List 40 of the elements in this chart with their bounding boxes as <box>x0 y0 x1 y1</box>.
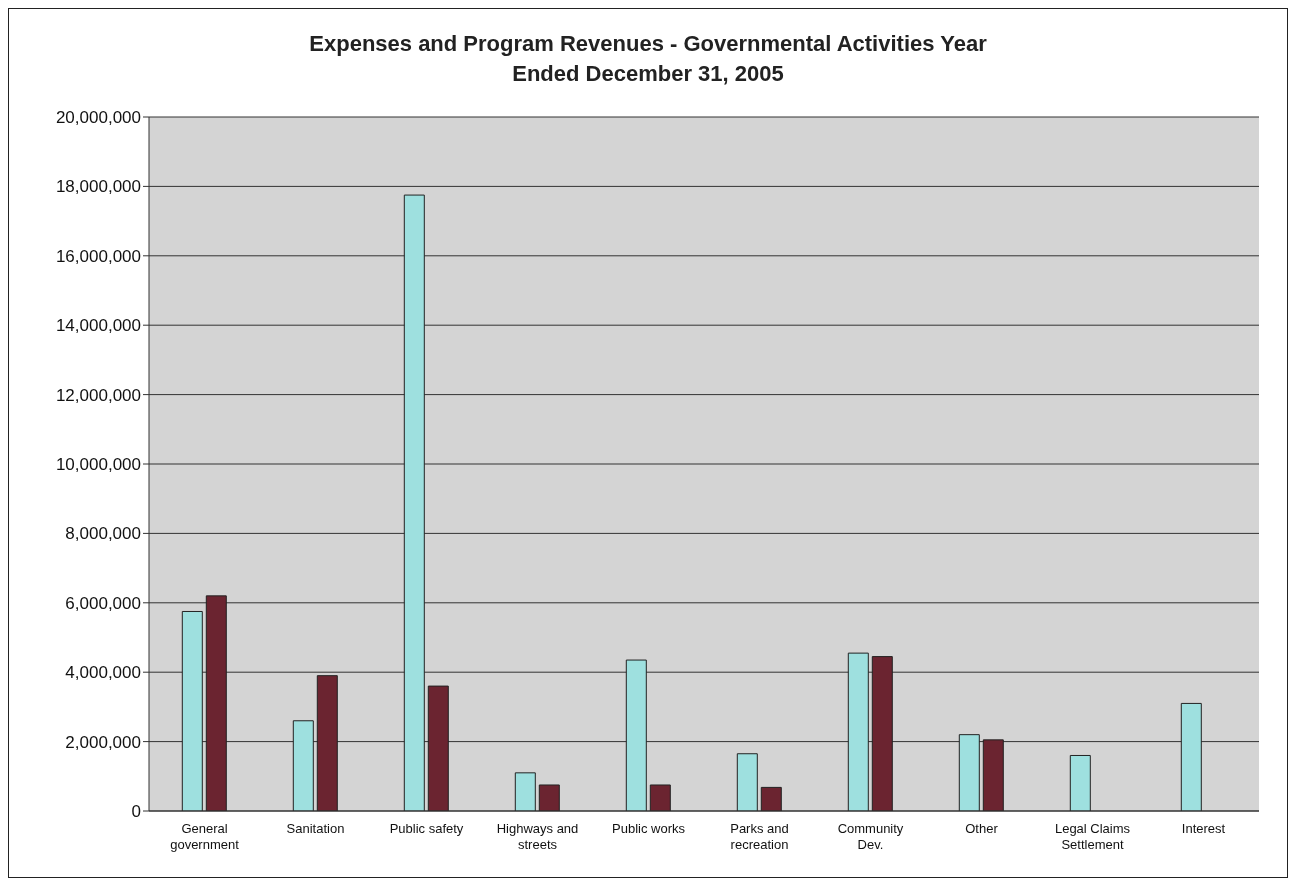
y-tick-label: 12,000,000 <box>55 385 141 405</box>
y-tick-label: 6,000,000 <box>65 593 141 613</box>
y-tick-label: 8,000,000 <box>65 524 141 544</box>
bar <box>403 194 425 811</box>
bar <box>982 739 1004 811</box>
bar <box>205 595 227 811</box>
x-tick-label: Other <box>965 821 999 836</box>
x-tick-label: Public safety <box>389 821 464 836</box>
bar <box>427 685 449 811</box>
y-tick-label: 14,000,000 <box>55 316 141 336</box>
bar <box>847 652 869 811</box>
bar <box>760 786 782 811</box>
x-tick-label: Sanitation <box>286 821 345 836</box>
bar <box>649 784 671 811</box>
bar <box>292 720 314 811</box>
y-tick-label: 2,000,000 <box>65 732 141 752</box>
y-tick-label: 18,000,000 <box>55 177 141 197</box>
y-tick-label: 0 <box>131 802 141 822</box>
x-tick-label: Public works <box>612 821 686 836</box>
x-tick-label: General government <box>170 821 240 852</box>
chart-title: Expenses and Program Revenues - Governmental Activities Year Ended December 31, 2005 <box>308 30 988 88</box>
y-tick-label: 20,000,000 <box>55 108 141 128</box>
bar <box>1069 754 1091 811</box>
y-tick-label: 4,000,000 <box>65 663 141 683</box>
bar <box>181 610 203 811</box>
bar <box>625 659 647 811</box>
x-tick-label: Parks and recreation <box>730 821 789 852</box>
bar <box>736 753 758 811</box>
bar <box>514 772 536 811</box>
y-tick-label: 16,000,000 <box>55 246 141 266</box>
x-tick-label: Highways and streets <box>496 821 579 852</box>
x-tick-label: Legal Claims Settlement <box>1054 821 1131 852</box>
bar <box>538 784 560 811</box>
y-tick-label: 10,000,000 <box>55 455 141 475</box>
bar <box>958 734 980 811</box>
bar <box>316 675 338 811</box>
bar <box>1180 702 1202 811</box>
x-tick-label: Interest <box>1181 821 1226 836</box>
x-tick-label: Community Dev. <box>837 821 904 852</box>
bar <box>871 656 893 811</box>
